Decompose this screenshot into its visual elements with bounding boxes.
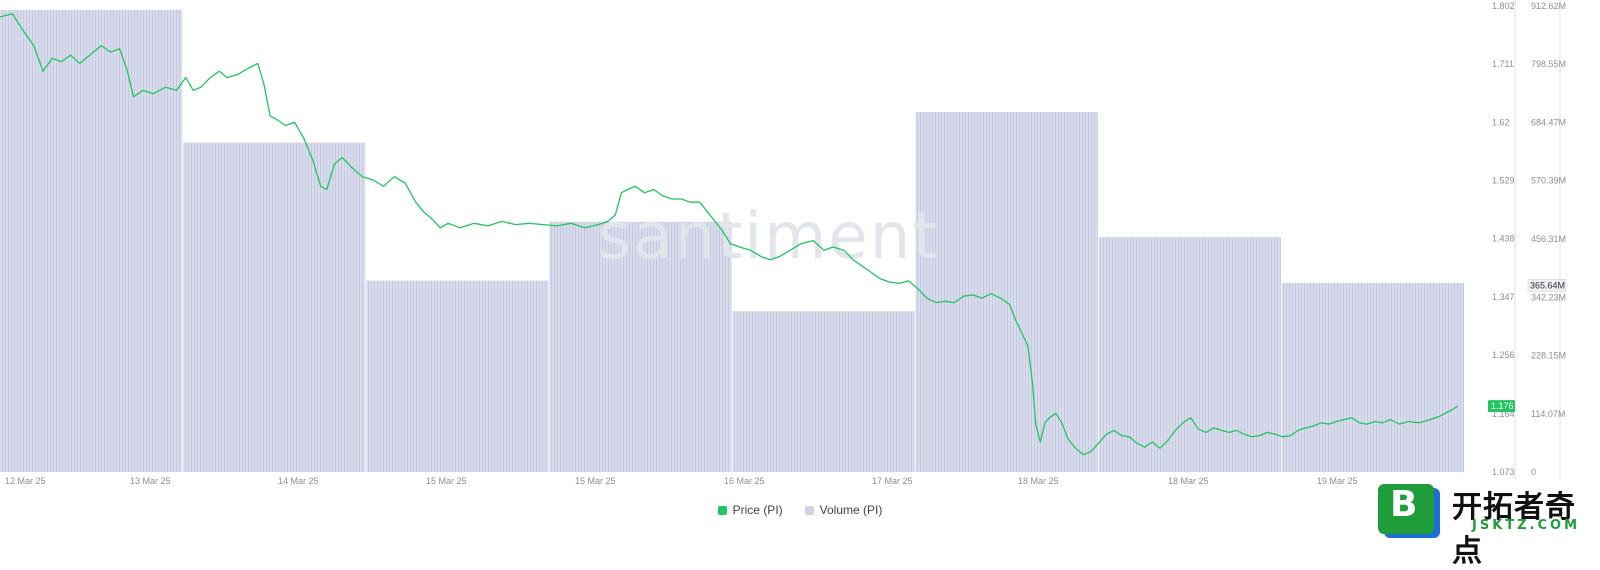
logo-letter: B: [1390, 484, 1418, 525]
price-tick-label: 1.802: [1492, 1, 1515, 11]
volume-bar: [915, 112, 1098, 472]
x-tick-label: 18 Mar 25: [1018, 476, 1059, 486]
x-tick-label: 17 Mar 25: [872, 476, 913, 486]
volume-legend-label: Volume (PI): [819, 503, 883, 517]
volume-tick-label: 684.47M: [1531, 117, 1566, 127]
volume-bar: [549, 221, 732, 472]
price-line: [0, 13, 1459, 456]
x-tick-label: 16 Mar 25: [724, 476, 765, 486]
volume-legend-swatch: [804, 505, 814, 515]
current-volume-badge: [1527, 279, 1567, 292]
price-tick-label: 1.438: [1492, 234, 1515, 244]
current-price-label: 1.176: [1491, 401, 1514, 411]
current-value-markers: 1.176 365.64M: [1488, 279, 1567, 413]
x-tick-label: 15 Mar 25: [575, 476, 616, 486]
volume-bar: [0, 9, 183, 473]
legend-item-volume[interactable]: Volume (PI): [804, 503, 883, 517]
volume-bar: [183, 142, 366, 472]
price-legend-label: Price (PI): [732, 503, 783, 517]
price-tick-label: 1.073: [1492, 467, 1515, 477]
volume-tick-label: 228.15M: [1531, 351, 1566, 361]
volume-tick-label: 114.07M: [1531, 409, 1565, 419]
current-volume-label: 365.64M: [1530, 280, 1565, 290]
x-tick-label: 19 Mar 25: [1317, 476, 1358, 486]
x-axis-ticks: 12 Mar 25 13 Mar 25 14 Mar 25 15 Mar 25 15 M…: [5, 476, 1358, 486]
x-tick-label: 18 Mar 25: [1168, 476, 1209, 486]
price-volume-chart: santiment 1.8021.7111.621.5291.4381.3471…: [0, 0, 1567, 486]
price-axis-ticks: 1.8021.7111.621.5291.4381.3471.2561.1641…: [1492, 1, 1515, 477]
volume-tick-label: 456.31M: [1531, 234, 1566, 244]
volume-tick-label: 342.23M: [1531, 292, 1566, 302]
price-tick-label: 1.347: [1492, 292, 1515, 302]
x-tick-label: 12 Mar 25: [5, 476, 46, 486]
volume-tick-label: 0: [1531, 467, 1536, 477]
x-tick-label: 13 Mar 25: [130, 476, 171, 486]
volume-axis-ticks: 912.62M 798.55M 684.47M 570.39M 456.31M 342.2…: [1531, 1, 1566, 477]
price-tick-label: 1.164: [1492, 409, 1515, 419]
logo-url: JSKTZ.COM: [1472, 518, 1581, 533]
logo-name: 开拓者奇点: [1452, 490, 1576, 569]
volume-tick-label: 570.39M: [1531, 176, 1566, 186]
price-tick-label: 1.529: [1492, 176, 1515, 186]
price-tick-label: 1.711: [1492, 59, 1514, 69]
legend-item-price[interactable]: Price (PI): [717, 503, 783, 517]
volume-bar: [1098, 237, 1281, 472]
logo-mark-icon: [1378, 484, 1434, 534]
volume-bar: [1281, 283, 1464, 472]
price-legend-swatch: [717, 505, 727, 515]
chart-legend: Price (PI) Volume (PI): [0, 503, 1600, 517]
x-tick-label: 15 Mar 25: [426, 476, 467, 486]
current-price-badge: [1488, 400, 1515, 413]
volume-tick-label: 798.55M: [1531, 59, 1566, 69]
volume-bars: [0, 9, 1464, 473]
volume-tick-label: 912.62M: [1531, 1, 1566, 11]
price-tick-label: 1.256: [1492, 350, 1515, 360]
x-tick-label: 14 Mar 25: [278, 476, 319, 486]
volume-bar: [732, 311, 915, 472]
volume-bar: [366, 280, 549, 472]
price-tick-label: 1.62: [1492, 117, 1510, 127]
site-logo: B 开拓者奇点 JSKTZ.COM: [1370, 480, 1600, 569]
price-line-group: [0, 13, 1459, 456]
santiment-watermark: santiment: [598, 200, 939, 274]
